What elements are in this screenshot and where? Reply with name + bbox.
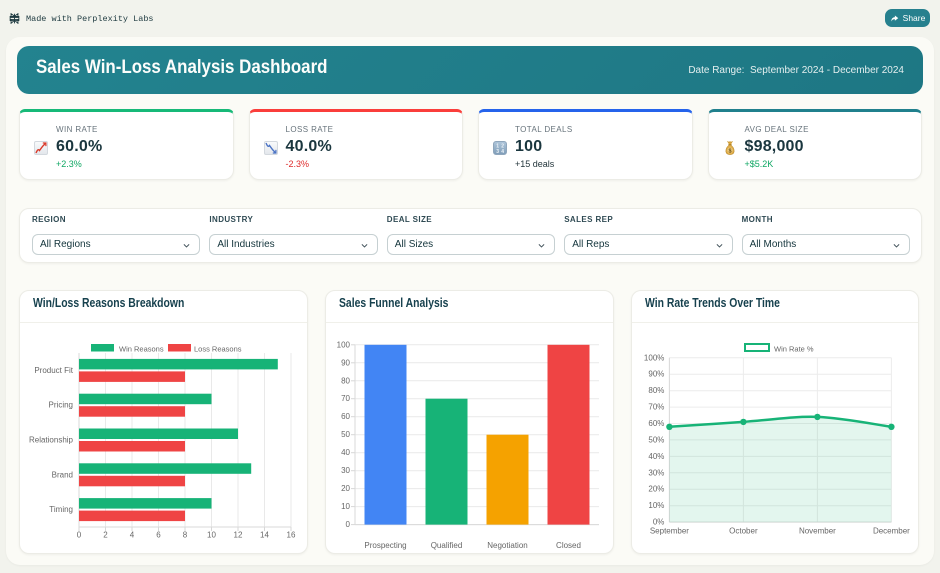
svg-text:12: 12 <box>234 531 243 540</box>
svg-text:Win Reasons: Win Reasons <box>119 345 164 354</box>
svg-text:4: 4 <box>501 149 504 155</box>
svg-text:90: 90 <box>341 358 350 367</box>
svg-text:2: 2 <box>501 144 504 150</box>
svg-text:10: 10 <box>207 531 216 540</box>
svg-text:Brand: Brand <box>52 470 73 479</box>
svg-text:80: 80 <box>341 376 350 385</box>
svg-text:16: 16 <box>287 531 296 540</box>
svg-text:October: October <box>729 527 758 536</box>
svg-text:$: $ <box>728 148 732 154</box>
svg-text:60: 60 <box>341 412 350 421</box>
svg-text:100: 100 <box>336 340 350 349</box>
svg-text:10%: 10% <box>648 501 664 510</box>
svg-text:December: December <box>873 527 910 536</box>
svg-text:30: 30 <box>341 466 350 475</box>
svg-text:Timing: Timing <box>49 505 73 514</box>
svg-text:50: 50 <box>341 430 350 439</box>
svg-text:80%: 80% <box>648 386 664 395</box>
svg-text:Product Fit: Product Fit <box>34 366 73 375</box>
svg-text:September: September <box>649 527 688 536</box>
svg-text:100%: 100% <box>644 353 664 362</box>
svg-text:10: 10 <box>341 502 350 511</box>
svg-text:50%: 50% <box>648 435 664 444</box>
svg-text:40%: 40% <box>648 452 664 461</box>
svg-text:0%: 0% <box>652 518 664 527</box>
svg-text:40: 40 <box>341 448 350 457</box>
svg-text:2: 2 <box>103 531 108 540</box>
svg-text:Prospecting: Prospecting <box>364 541 406 550</box>
svg-text:November: November <box>799 527 836 536</box>
svg-text:Negotiation: Negotiation <box>487 541 527 550</box>
svg-text:Win Rate %: Win Rate % <box>774 345 814 354</box>
svg-text:Qualified: Qualified <box>431 541 463 550</box>
svg-text:Loss Reasons: Loss Reasons <box>194 345 242 354</box>
svg-text:Closed: Closed <box>556 541 581 550</box>
svg-text:60%: 60% <box>648 419 664 428</box>
svg-text:70: 70 <box>341 394 350 403</box>
svg-text:1: 1 <box>496 144 499 150</box>
svg-text:Pricing: Pricing <box>49 401 73 410</box>
svg-text:4: 4 <box>130 531 135 540</box>
svg-text:Relationship: Relationship <box>29 436 74 445</box>
svg-text:90%: 90% <box>648 370 664 379</box>
svg-text:30%: 30% <box>648 468 664 477</box>
svg-text:3: 3 <box>496 149 499 155</box>
svg-text:6: 6 <box>156 531 161 540</box>
svg-text:0: 0 <box>345 520 350 529</box>
svg-text:8: 8 <box>183 531 188 540</box>
svg-text:70%: 70% <box>648 403 664 412</box>
svg-text:14: 14 <box>260 531 269 540</box>
svg-text:0: 0 <box>77 531 82 540</box>
svg-text:20%: 20% <box>648 485 664 494</box>
svg-text:20: 20 <box>341 484 350 493</box>
